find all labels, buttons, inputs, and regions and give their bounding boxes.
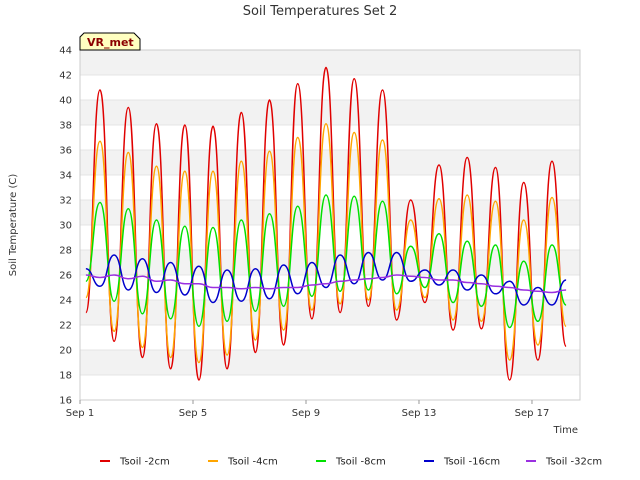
series-line	[85, 251, 567, 306]
y-tick-label: 16	[59, 396, 72, 407]
y-tick-label: 22	[59, 321, 72, 332]
series-line	[85, 122, 567, 364]
legend-label: Tsoil -8cm	[335, 457, 386, 468]
x-tick-label: Sep 13	[402, 408, 437, 419]
x-tick-label: Sep 5	[179, 408, 207, 419]
chart-title: Soil Temperatures Set 2	[243, 4, 398, 19]
y-tick-label: 36	[59, 146, 72, 157]
y-tick-label: 38	[59, 121, 72, 132]
series-line	[85, 194, 567, 329]
station-badge: VR_met	[79, 32, 141, 51]
grid-band	[80, 250, 580, 275]
y-tick-label: 24	[59, 296, 72, 307]
grid-band	[80, 350, 580, 375]
x-tick-label: Sep 1	[66, 408, 94, 419]
y-tick-label: 28	[59, 246, 72, 257]
x-tick-label: Sep 9	[292, 408, 320, 419]
station-badge-shape	[79, 32, 141, 51]
y-axis-ticks: 16 18 20 22 24 26 28 30 32 34 36 38 40 42 44	[59, 46, 72, 407]
series-line	[85, 66, 567, 381]
series-lines	[85, 66, 567, 381]
x-tick-label: Sep 17	[515, 408, 550, 419]
y-tick-label: 42	[59, 71, 72, 82]
y-tick-label: 18	[59, 371, 72, 382]
grid-band	[80, 300, 580, 325]
legend-label: Tsoil -2cm	[119, 457, 170, 468]
grid-band	[80, 50, 580, 75]
y-tick-label: 30	[59, 221, 72, 232]
y-tick-label: 44	[59, 46, 72, 57]
plot-frame	[79, 49, 581, 401]
y-tick-label: 32	[59, 196, 72, 207]
series-line	[85, 274, 567, 294]
legend-label: Tsoil -32cm	[545, 457, 602, 468]
y-tick-label: 34	[59, 171, 72, 182]
y-tick-label: 20	[59, 346, 72, 357]
y-tick-label: 40	[59, 96, 72, 107]
y-axis-label: Soil Temperature (C)	[8, 174, 19, 277]
x-axis-label: Time	[553, 425, 578, 436]
legend: Tsoil -2cm Tsoil -4cm Tsoil -8cm Tsoil -16c…	[100, 457, 602, 468]
station-badge-label: VR_met	[87, 36, 134, 49]
legend-label: Tsoil -4cm	[227, 457, 278, 468]
x-axis-ticks: Sep 1 Sep 5 Sep 9 Sep 13 Sep 17	[66, 400, 550, 419]
legend-label: Tsoil -16cm	[443, 457, 500, 468]
y-tick-label: 26	[59, 271, 72, 282]
